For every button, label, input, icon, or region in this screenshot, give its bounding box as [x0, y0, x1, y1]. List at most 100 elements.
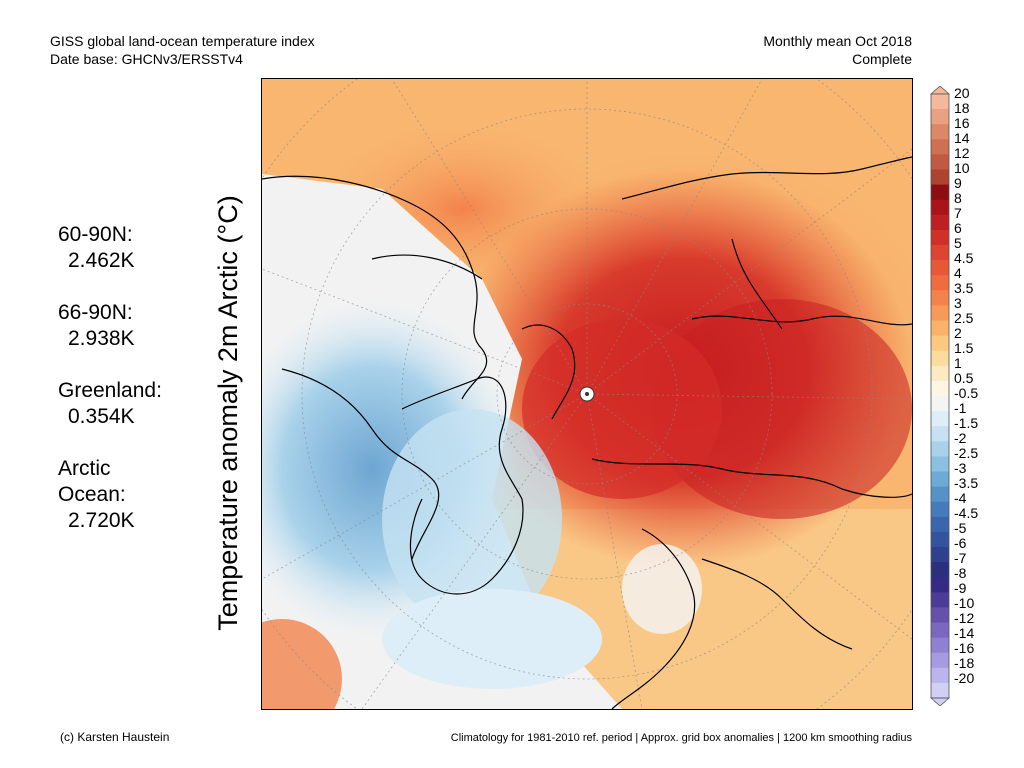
cold-region-atlantic — [382, 589, 602, 689]
stat-66-90n: 66-90N: 2.938K — [58, 300, 162, 352]
header-right: Monthly mean Oct 2018 Complete — [763, 32, 912, 68]
stat-name: 66-90N: — [58, 301, 133, 324]
colorbar-tick-label: -1 — [954, 400, 967, 416]
coastlines — [262, 156, 912, 709]
colorbar-swatch — [931, 320, 949, 337]
colorbar-tick-label: 9 — [954, 175, 962, 191]
stat-60-90n: 60-90N: 2.462K — [58, 222, 162, 274]
colorbar-tick-label: 7 — [954, 205, 962, 221]
colorbar-swatch — [931, 471, 949, 488]
colorbar-swatch — [931, 456, 949, 472]
colorbar-swatch — [931, 441, 949, 457]
colorbar-tick-label: 3.5 — [954, 280, 974, 296]
colorbar-tick-label: -5 — [954, 520, 967, 536]
colorbar-tick-label: 10 — [954, 160, 970, 176]
colorbar-tick-label: 2.5 — [954, 310, 974, 326]
colorbar-swatch — [931, 592, 949, 608]
colorbar-tick-label: -3.5 — [954, 475, 979, 491]
colorbar-swatch — [931, 229, 949, 246]
footer-note: Climatology for 1981-2010 ref. period | … — [450, 732, 912, 744]
colorbar-swatch — [931, 682, 949, 699]
footer-credit: (c) Karsten Haustein — [60, 730, 170, 744]
colorbar-swatch — [931, 637, 949, 654]
colorbar-swatch — [931, 652, 949, 669]
stat-value: 2.462K — [68, 249, 135, 272]
colorbar-tick-label: 0.5 — [954, 370, 974, 386]
colorbar-tick-label: 3 — [954, 295, 962, 311]
colorbar-swatch — [931, 486, 949, 503]
colorbar-swatch — [931, 501, 949, 518]
hot-region-east — [652, 299, 912, 519]
colorbar-swatch — [931, 260, 949, 276]
colorbar-tick-label: -4.5 — [954, 505, 979, 521]
colorbar-swatch — [931, 380, 949, 397]
colorbar-bottom-arrow — [929, 697, 951, 707]
colorbar-tick-label: 18 — [954, 100, 970, 116]
colorbar-tick-label: -10 — [954, 595, 975, 611]
stat-value: 0.354K — [68, 405, 135, 428]
title-line2: Date base: GHCNv3/ERSSTv4 — [50, 51, 243, 67]
colorbar-tick-label: -16 — [954, 640, 975, 656]
colorbar-swatch — [931, 214, 949, 231]
colorbar-swatch — [931, 516, 949, 533]
colorbar-tick-label: 2 — [954, 325, 962, 341]
colorbar-swatch — [931, 562, 949, 578]
colorbar-tick-label: -6 — [954, 535, 967, 551]
graticule — [262, 79, 912, 709]
anomaly-map — [261, 78, 913, 710]
colorbar-swatch — [931, 365, 949, 382]
warm-region-southwest — [262, 619, 342, 709]
cold-region-greenland — [382, 409, 562, 629]
colorbar-tick-label: 12 — [954, 145, 970, 161]
stat-value: 2.720K — [68, 509, 135, 532]
colorbar-swatch — [931, 622, 949, 639]
colorbar-swatch — [931, 290, 949, 306]
colorbar-swatch — [931, 124, 949, 140]
colorbar-tick-label: -2 — [954, 430, 967, 446]
colorbar-tick-label: -20 — [954, 670, 975, 686]
stats-panel: 60-90N: 2.462K 66-90N: 2.938K Greenland:… — [58, 222, 162, 560]
title-line1: GISS global land-ocean temperature index — [50, 33, 315, 49]
colorbar-swatch — [931, 139, 949, 155]
colorbar-swatch — [931, 577, 949, 593]
colorbar-swatch — [931, 396, 949, 412]
period-line1: Monthly mean Oct 2018 — [763, 33, 912, 49]
period-line2: Complete — [852, 51, 912, 67]
stat-value: 2.938K — [68, 327, 135, 350]
colorbar-tick-label: -7 — [954, 550, 967, 566]
stat-greenland: Greenland: 0.354K — [58, 378, 162, 430]
colorbar-swatch — [931, 275, 949, 291]
header-left: GISS global land-ocean temperature index… — [50, 32, 315, 68]
colorbar-tick-label: -3 — [954, 460, 967, 476]
north-pole-dot — [585, 392, 589, 396]
colorbar-swatch — [931, 154, 949, 170]
colorbar-tick-label: 5 — [954, 235, 962, 251]
colorbar — [929, 85, 951, 711]
colorbar-swatch — [931, 94, 949, 110]
colorbar-tick-label: 14 — [954, 130, 970, 146]
colorbar-tick-label: 4 — [954, 265, 962, 281]
colorbar-swatch — [931, 199, 949, 216]
colorbar-swatch — [931, 109, 949, 125]
colorbar-frame — [930, 93, 950, 699]
colorbar-swatch — [931, 607, 949, 623]
colorbar-swatch — [931, 547, 949, 563]
colorbar-swatch — [931, 667, 949, 684]
colorbar-swatch — [931, 426, 949, 442]
stat-name: 60-90N: — [58, 223, 133, 246]
colorbar-tick-label: -14 — [954, 625, 975, 641]
colorbar-swatch — [931, 184, 949, 201]
colorbar-swatch — [931, 305, 949, 321]
colorbar-tick-label: 16 — [954, 115, 970, 131]
colorbar-tick-label: 6 — [954, 220, 962, 236]
colorbar-swatch — [931, 245, 949, 261]
stat-name: Arctic Ocean: — [58, 457, 126, 506]
colorbar-tick-label: -12 — [954, 610, 975, 626]
colorbar-tick-label: 1.5 — [954, 340, 974, 356]
colorbar-tick-label: 20 — [954, 85, 970, 101]
colorbar-tick-label: -8 — [954, 565, 967, 581]
colorbar-tick-label: 4.5 — [954, 250, 974, 266]
stat-name: Greenland: — [58, 379, 162, 402]
colorbar-tick-label: 8 — [954, 190, 962, 206]
colorbar-tick-label: -9 — [954, 580, 967, 596]
